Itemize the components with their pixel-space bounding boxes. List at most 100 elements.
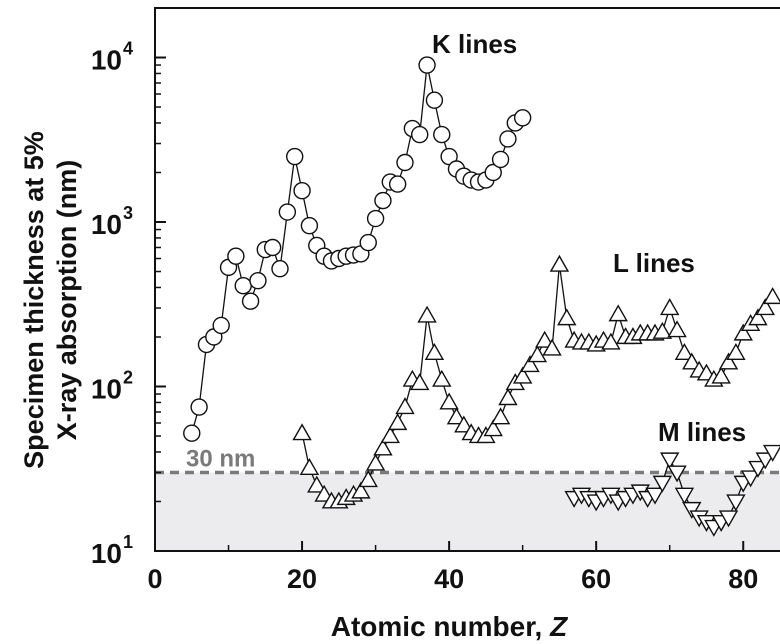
x-axis-title-text: Atomic number,	[331, 611, 550, 642]
data-point-k-lines	[278, 203, 297, 221]
data-point-l-lines	[674, 343, 695, 361]
data-point-k-lines	[374, 191, 392, 210]
data-point-l-lines	[454, 415, 474, 433]
data-point-k-lines	[227, 247, 245, 265]
y-tick-label: 10	[91, 209, 122, 240]
data-point-k-lines	[241, 292, 260, 310]
data-point-m-lines	[674, 487, 695, 505]
data-point-l-lines	[755, 298, 776, 316]
data-point-m-lines	[762, 444, 780, 462]
data-point-l-lines	[667, 320, 687, 338]
data-point-l-lines	[292, 423, 312, 441]
data-point-l-lines	[557, 308, 577, 326]
y-axis-title-line-2: X-ray absorption (nm)	[52, 160, 82, 441]
data-point-k-lines	[366, 209, 385, 228]
data-point-l-lines	[417, 305, 437, 323]
data-point-m-lines	[726, 494, 746, 512]
data-point-m-lines	[659, 452, 680, 470]
data-point-l-lines	[373, 438, 393, 456]
data-point-l-lines	[520, 355, 540, 373]
y-tick-label: 10	[91, 538, 122, 569]
data-point-l-lines	[726, 343, 746, 361]
data-point-k-lines	[300, 216, 319, 235]
data-point-l-lines	[395, 397, 415, 415]
data-point-l-lines	[299, 457, 320, 475]
data-point-k-lines	[183, 424, 201, 442]
y-tick-exponent: 3	[123, 203, 133, 223]
data-point-k-lines	[249, 271, 267, 290]
data-point-l-lines	[652, 321, 673, 339]
y-tick-exponent: 1	[123, 532, 133, 552]
series-label-l-lines: L lines	[613, 248, 695, 278]
data-point-l-lines	[409, 373, 430, 391]
data-point-k-lines	[491, 150, 510, 169]
data-point-m-lines	[740, 470, 761, 488]
data-point-l-lines	[307, 475, 327, 493]
y-axis-title-line-1: Specimen thickness at 5%	[19, 131, 49, 469]
data-point-k-lines	[411, 125, 429, 144]
x-axis-title-variable: Z	[549, 611, 568, 642]
data-point-l-lines	[527, 345, 548, 363]
data-point-m-lines	[667, 465, 687, 483]
data-point-l-lines	[365, 453, 386, 471]
data-point-l-lines	[659, 298, 680, 316]
data-point-l-lines	[380, 426, 401, 444]
data-point-l-lines	[483, 419, 503, 437]
series-layer	[183, 56, 780, 537]
data-point-k-lines	[359, 233, 377, 252]
series-k-lines	[183, 56, 532, 442]
data-point-k-lines	[484, 163, 502, 182]
data-point-k-lines	[396, 153, 414, 172]
data-point-l-lines	[432, 369, 452, 387]
x-tick-label: 20	[287, 564, 317, 594]
data-point-l-lines	[498, 388, 518, 406]
data-point-k-lines	[293, 182, 311, 200]
data-point-l-lines	[748, 308, 768, 326]
series-m-lines	[564, 444, 780, 537]
data-point-m-lines	[652, 475, 673, 493]
data-point-l-lines	[542, 338, 562, 356]
data-point-k-lines	[286, 147, 304, 166]
y-tick-label: 10	[91, 374, 122, 405]
data-point-l-lines	[358, 470, 378, 488]
data-point-k-lines	[263, 238, 282, 257]
data-point-m-lines	[718, 510, 739, 528]
x-tick-label: 40	[434, 564, 464, 594]
x-tick-label: 60	[581, 564, 611, 594]
data-point-l-lines	[512, 366, 533, 384]
data-point-k-lines	[418, 56, 436, 74]
data-point-k-lines	[388, 175, 407, 193]
data-point-k-lines	[234, 277, 252, 295]
y-tick-label: 10	[91, 45, 122, 76]
data-point-k-lines	[271, 260, 289, 278]
data-point-l-lines	[446, 407, 467, 425]
data-point-k-lines	[513, 109, 532, 127]
data-point-l-lines	[351, 481, 371, 499]
data-point-m-lines	[748, 460, 768, 478]
data-point-l-lines	[387, 413, 408, 431]
data-point-k-lines	[190, 398, 208, 416]
data-point-k-lines	[433, 125, 451, 144]
data-point-m-lines	[682, 501, 702, 519]
data-point-l-lines	[424, 343, 445, 361]
data-point-l-lines	[762, 287, 780, 305]
data-point-l-lines	[711, 366, 731, 384]
data-point-l-lines	[490, 407, 511, 425]
data-point-m-lines	[755, 452, 776, 470]
reference-label: 30 nm	[186, 446, 255, 473]
data-point-l-lines	[733, 323, 753, 341]
data-point-l-lines	[439, 392, 459, 410]
x-axis-title: Atomic number, Z	[331, 611, 568, 642]
data-point-l-lines	[601, 332, 621, 350]
y-axis-title-group: Specimen thickness at 5% X-ray absorptio…	[19, 131, 82, 469]
series-l-lines	[292, 254, 780, 509]
data-point-k-lines	[425, 91, 444, 109]
plot-frame	[154, 7, 780, 552]
series-label-k-lines: K lines	[432, 29, 517, 59]
data-point-k-lines	[499, 130, 517, 148]
data-point-l-lines	[682, 352, 702, 370]
data-point-l-lines	[534, 330, 555, 348]
data-point-l-lines	[549, 254, 570, 272]
